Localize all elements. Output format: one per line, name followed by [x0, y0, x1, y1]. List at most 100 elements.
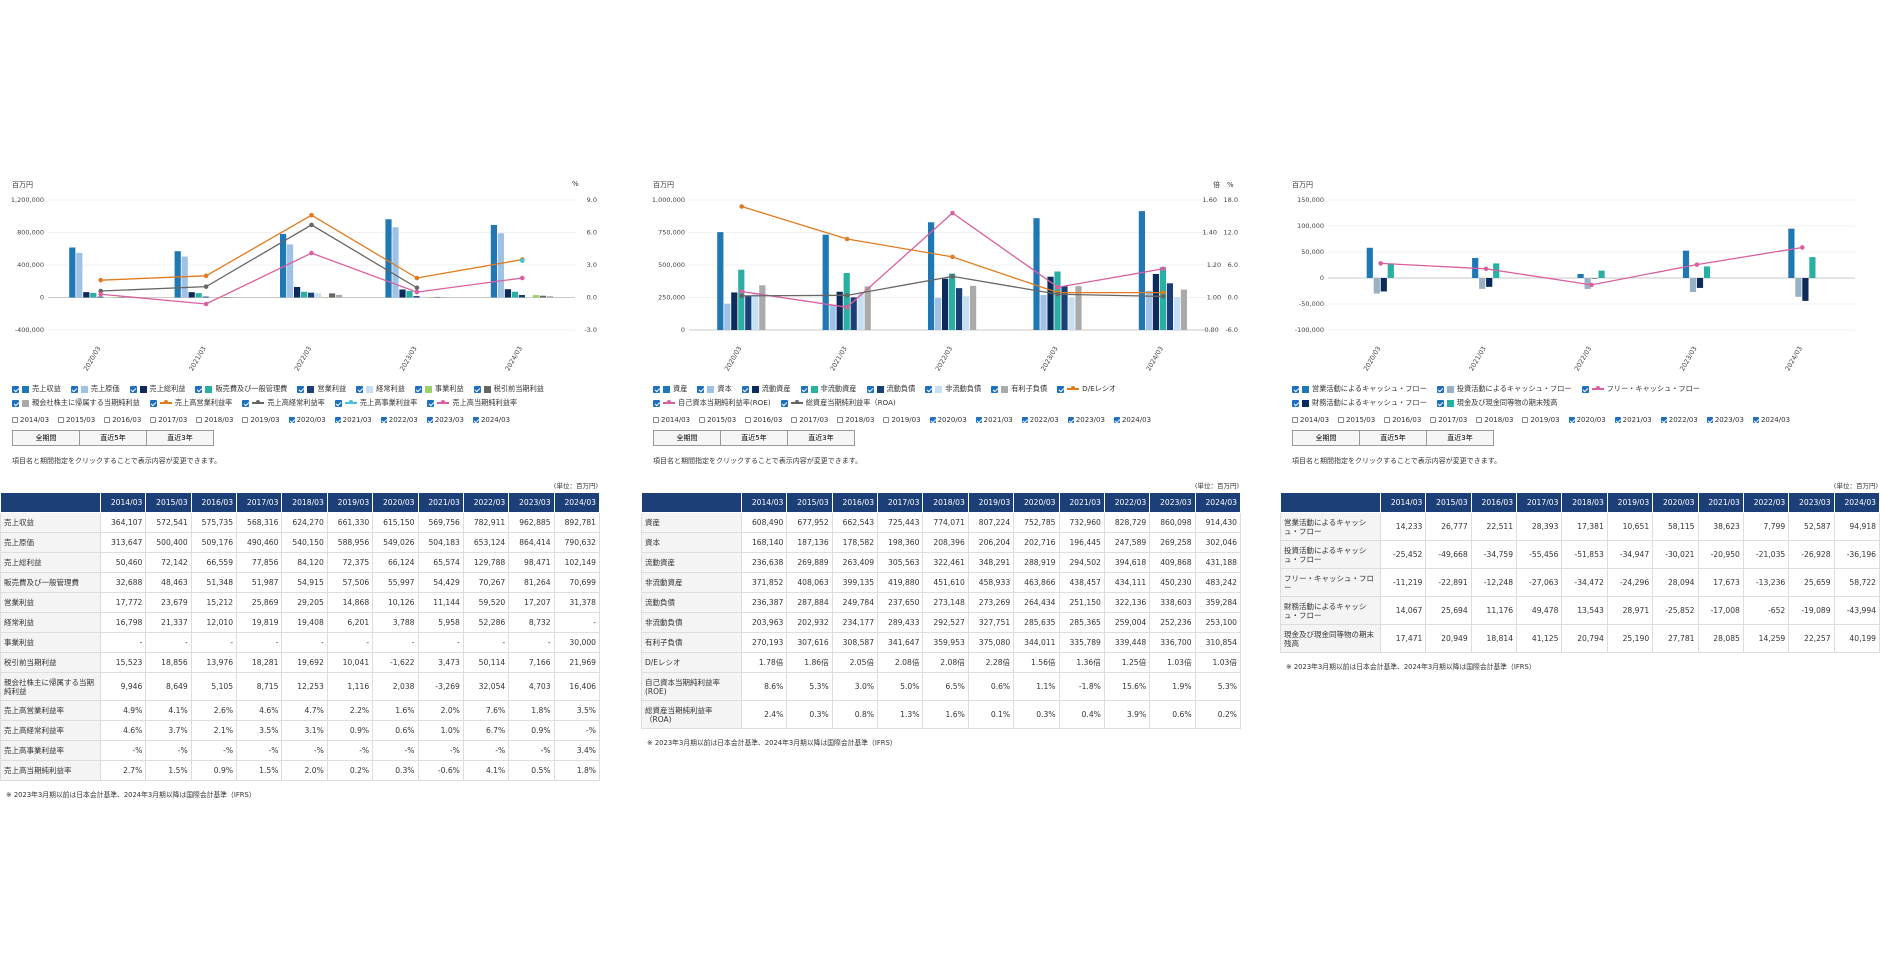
bar[interactable] — [518, 294, 525, 298]
row-label[interactable]: 売上原価 — [0, 532, 101, 553]
legend-checkbox[interactable] — [1057, 385, 1065, 393]
period-checkbox[interactable] — [1752, 417, 1759, 423]
bar[interactable] — [1682, 250, 1690, 278]
period-option[interactable]: 2015/03 — [58, 416, 95, 424]
bar[interactable] — [329, 293, 336, 298]
bar[interactable] — [1809, 257, 1816, 278]
bar[interactable] — [336, 294, 343, 298]
period-option[interactable]: 2015/03 — [699, 416, 736, 424]
line-point[interactable] — [1800, 245, 1805, 250]
row-label[interactable]: 資本 — [641, 532, 742, 553]
period-option[interactable]: 2021/03 — [1614, 416, 1652, 424]
bar[interactable] — [1068, 297, 1075, 330]
range-button[interactable]: 全期間 — [12, 430, 80, 446]
period-checkbox[interactable] — [883, 417, 890, 423]
line-point[interactable] — [739, 204, 744, 209]
bar[interactable] — [413, 296, 420, 298]
row-label[interactable]: 販売費及び一般管理費 — [0, 572, 101, 593]
legend-checkbox[interactable] — [800, 385, 808, 393]
bar[interactable] — [532, 295, 539, 298]
series-line[interactable] — [1380, 246, 1803, 286]
bar[interactable] — [1366, 247, 1373, 278]
bar[interactable] — [1180, 289, 1187, 330]
line-point[interactable] — [950, 254, 955, 260]
row-label[interactable]: 資産 — [641, 512, 742, 533]
period-checkbox[interactable] — [975, 417, 982, 423]
row-label[interactable]: 総資産当期純利益率（ROA) — [641, 700, 742, 729]
legend-checkbox[interactable] — [925, 385, 933, 393]
legend-item[interactable]: 投資活動によるキャッシュ・フロー — [1436, 384, 1572, 394]
legend-checkbox[interactable] — [653, 385, 660, 393]
period-option[interactable]: 2020/03 — [288, 416, 326, 424]
legend-item[interactable]: 売上総利益 — [129, 384, 185, 394]
line-point[interactable] — [98, 291, 103, 297]
line-point[interactable] — [414, 285, 420, 291]
bar[interactable] — [315, 293, 322, 298]
bar[interactable] — [504, 289, 511, 298]
bar[interactable] — [188, 292, 195, 298]
row-label[interactable]: 投資活動によるキャッシュ・フロー — [1280, 540, 1381, 569]
legend-item[interactable]: 親会社株主に帰属する当期純利益 — [12, 398, 140, 408]
bar[interactable] — [118, 297, 125, 299]
bar[interactable] — [759, 285, 766, 330]
bar[interactable] — [490, 224, 497, 298]
line-point[interactable] — [309, 222, 314, 228]
bar[interactable] — [935, 297, 942, 330]
range-button[interactable]: 直近3年 — [787, 430, 855, 446]
bar[interactable] — [1387, 263, 1394, 278]
bar[interactable] — [843, 273, 850, 330]
row-label[interactable]: 売上収益 — [0, 512, 101, 533]
line-point[interactable] — [1378, 261, 1383, 266]
bar[interactable] — [1584, 278, 1591, 289]
bar[interactable] — [230, 297, 237, 299]
bar[interactable] — [724, 303, 731, 330]
period-checkbox[interactable] — [426, 417, 433, 423]
row-label[interactable]: 売上高事業利益率 — [0, 740, 101, 761]
period-checkbox[interactable] — [196, 417, 203, 423]
row-label[interactable]: 現金及び現金同等物の期末残高 — [1280, 624, 1381, 653]
line-point[interactable] — [739, 293, 744, 299]
period-option[interactable]: 2017/03 — [1430, 416, 1467, 424]
legend-item[interactable]: 販売費及び一般管理費 — [195, 384, 287, 394]
legend-item[interactable]: 資本 — [697, 384, 732, 394]
bar[interactable] — [546, 296, 553, 298]
legend-item[interactable]: 営業利益 — [297, 384, 346, 394]
legend-checkbox[interactable] — [297, 385, 305, 393]
legend-item[interactable]: 売上高営業利益率 — [149, 398, 232, 408]
legend-item[interactable]: 財務活動によるキャッシュ・フロー — [1292, 398, 1427, 408]
line-point[interactable] — [520, 258, 525, 263]
bar[interactable] — [392, 227, 399, 298]
bar[interactable] — [76, 252, 83, 298]
bar[interactable] — [745, 295, 752, 330]
period-option[interactable]: 2016/03 — [1384, 416, 1421, 424]
period-checkbox[interactable] — [380, 417, 387, 423]
legend-checkbox[interactable] — [414, 385, 422, 393]
bar[interactable] — [287, 244, 294, 298]
legend-item[interactable]: D/Eレシオ — [1057, 384, 1116, 394]
row-label[interactable]: 売上高当期純利益率 — [0, 760, 101, 781]
legend-item[interactable]: 売上高事業利益率 — [334, 398, 417, 408]
legend-item[interactable]: 営業活動によるキャッシュ・フロー — [1292, 384, 1427, 394]
line-point[interactable] — [203, 284, 209, 289]
legend-checkbox[interactable] — [12, 385, 19, 393]
legend-checkbox[interactable] — [242, 399, 250, 407]
range-button[interactable]: 直近5年 — [1359, 430, 1427, 446]
row-label[interactable]: 売上高経常利益率 — [0, 720, 101, 741]
legend-checkbox[interactable] — [149, 399, 157, 407]
bar[interactable] — [1061, 285, 1068, 330]
period-checkbox[interactable] — [288, 417, 295, 423]
legend-checkbox[interactable] — [334, 399, 342, 407]
range-button[interactable]: 直近3年 — [146, 430, 214, 446]
legend-checkbox[interactable] — [697, 385, 705, 393]
bar[interactable] — [539, 295, 546, 298]
period-option[interactable]: 2016/03 — [104, 416, 141, 424]
bar[interactable] — [1373, 278, 1380, 294]
period-option[interactable]: 2014/03 — [653, 416, 690, 424]
period-option[interactable]: 2021/03 — [975, 416, 1013, 424]
legend-item[interactable]: 売上原価 — [70, 384, 120, 394]
row-label[interactable]: D/Eレシオ — [641, 652, 742, 673]
bar[interactable] — [427, 297, 434, 299]
period-option[interactable]: 2024/03 — [1113, 416, 1151, 424]
line-point[interactable] — [844, 293, 850, 298]
period-checkbox[interactable] — [472, 417, 479, 423]
